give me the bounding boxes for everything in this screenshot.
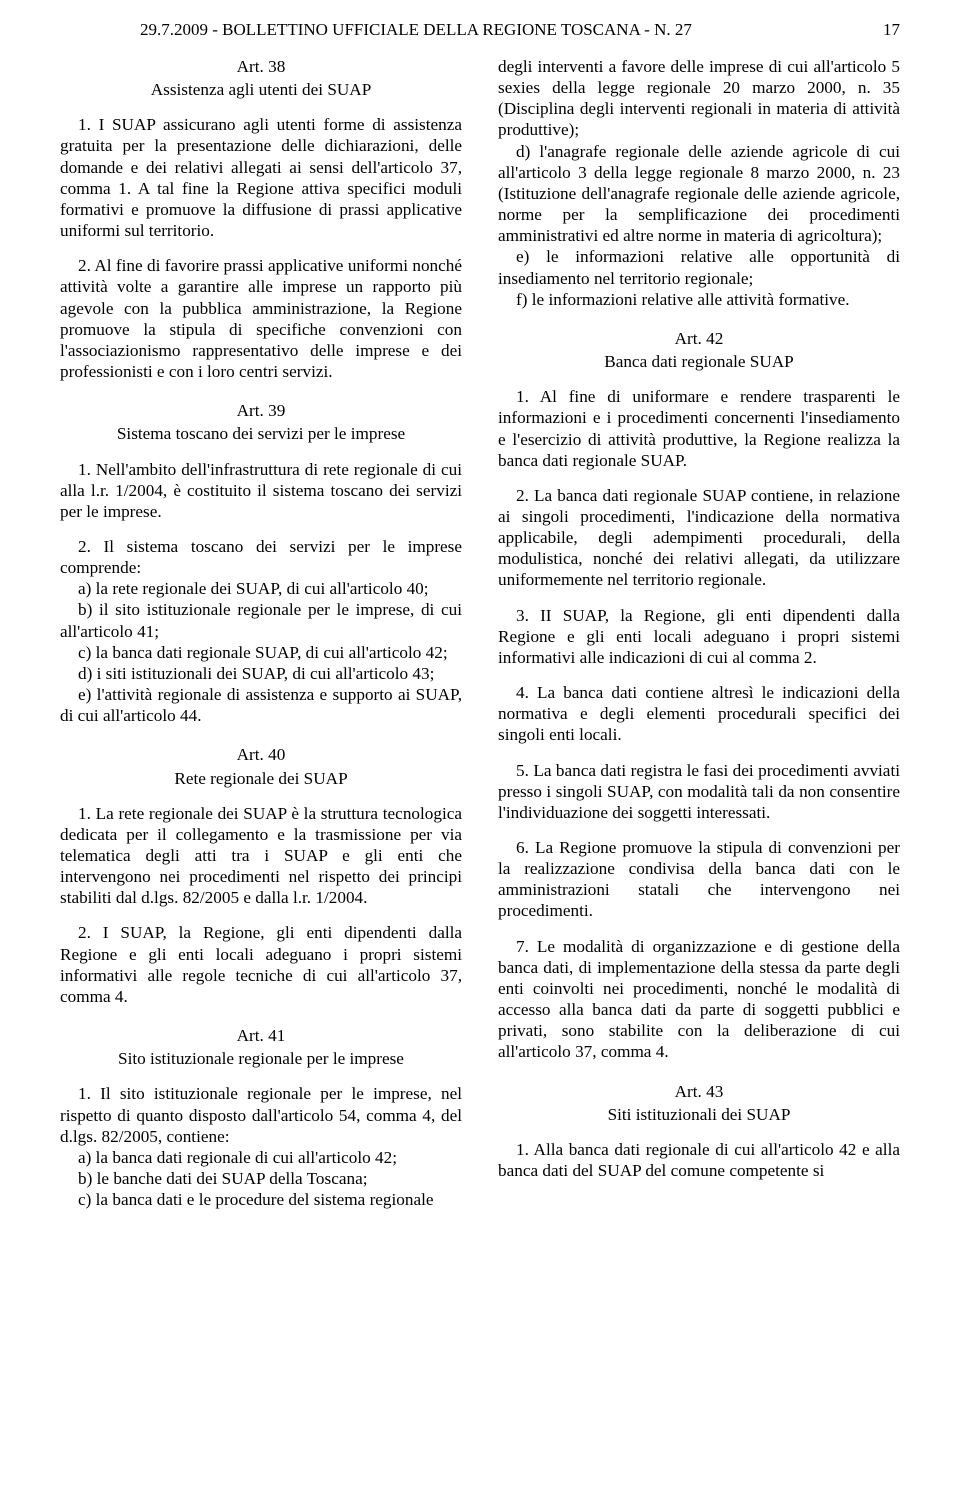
art41-p1-c: c) la banca dati e le procedure del sist… (60, 1189, 462, 1210)
art42-p6: 6. La Regione promuove la stipula di con… (498, 837, 900, 922)
art38-title: Art. 38 (60, 56, 462, 77)
cont-item-e: e) le informazioni relative alle opportu… (498, 246, 900, 288)
cont-item-0: degli interventi a favore delle imprese … (498, 56, 900, 141)
art42-p4: 4. La banca dati contiene altresì le ind… (498, 682, 900, 745)
art39-p2-c: c) la banca dati regionale SUAP, di cui … (60, 642, 462, 663)
art43-subtitle: Siti istituzionali dei SUAP (498, 1104, 900, 1125)
art39-p2-lead: 2. Il sistema toscano dei servizi per le… (60, 536, 462, 578)
column-container: Art. 38 Assistenza agli utenti dei SUAP … (60, 56, 900, 1210)
header-text: 29.7.2009 - BOLLETTINO UFFICIALE DELLA R… (140, 20, 692, 40)
cont-item-f: f) le informazioni relative alle attivit… (498, 289, 900, 310)
art41-p1-a: a) la banca dati regionale di cui all'ar… (60, 1147, 462, 1168)
art39-p2-b: b) il sito istituzionale regionale per l… (60, 599, 462, 641)
page: 29.7.2009 - BOLLETTINO UFFICIALE DELLA R… (0, 0, 960, 1240)
art42-p1: 1. Al fine di uniformare e rendere trasp… (498, 386, 900, 471)
art41-p1-lead: 1. Il sito istituzionale regionale per l… (60, 1083, 462, 1146)
art39-p2-d: d) i siti istituzionali dei SUAP, di cui… (60, 663, 462, 684)
art39-subtitle: Sistema toscano dei servizi per le impre… (60, 423, 462, 444)
art39-title: Art. 39 (60, 400, 462, 421)
art40-p2: 2. I SUAP, la Regione, gli enti dipenden… (60, 922, 462, 1007)
art43-title: Art. 43 (498, 1081, 900, 1102)
art39-p2-e: e) l'attività regionale di assistenza e … (60, 684, 462, 726)
art39-p1: 1. Nell'ambito dell'infrastruttura di re… (60, 459, 462, 522)
art40-p1: 1. La rete regionale dei SUAP è la strut… (60, 803, 462, 909)
art41-p1-b: b) le banche dati dei SUAP della Toscana… (60, 1168, 462, 1189)
left-column: Art. 38 Assistenza agli utenti dei SUAP … (60, 56, 462, 1210)
art38-p2: 2. Al fine di favorire prassi applicativ… (60, 255, 462, 382)
art40-subtitle: Rete regionale dei SUAP (60, 768, 462, 789)
art38-p1: 1. I SUAP assicurano agli utenti forme d… (60, 114, 462, 241)
right-column: degli interventi a favore delle imprese … (498, 56, 900, 1210)
header-page-number: 17 (883, 20, 900, 40)
art39-p2-a: a) la rete regionale dei SUAP, di cui al… (60, 578, 462, 599)
art43-p1: 1. Alla banca dati regionale di cui all'… (498, 1139, 900, 1181)
art42-p7: 7. Le modalità di organizzazione e di ge… (498, 936, 900, 1063)
art42-p3: 3. II SUAP, la Regione, gli enti dipende… (498, 605, 900, 668)
art40-title: Art. 40 (60, 744, 462, 765)
art42-title: Art. 42 (498, 328, 900, 349)
cont-item-d: d) l'anagrafe regionale delle aziende ag… (498, 141, 900, 247)
art41-subtitle: Sito istituzionale regionale per le impr… (60, 1048, 462, 1069)
art41-title: Art. 41 (60, 1025, 462, 1046)
art42-p5: 5. La banca dati registra le fasi dei pr… (498, 760, 900, 823)
art38-subtitle: Assistenza agli utenti dei SUAP (60, 79, 462, 100)
art42-subtitle: Banca dati regionale SUAP (498, 351, 900, 372)
art42-p2: 2. La banca dati regionale SUAP contiene… (498, 485, 900, 591)
page-header: 29.7.2009 - BOLLETTINO UFFICIALE DELLA R… (60, 20, 900, 42)
